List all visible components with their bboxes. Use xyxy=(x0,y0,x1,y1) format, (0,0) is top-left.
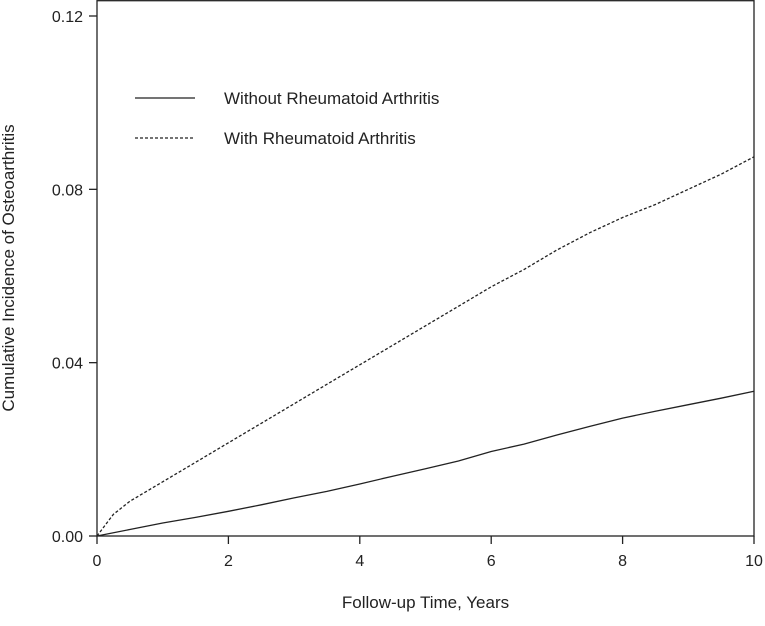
x-axis-title: Follow-up Time, Years xyxy=(342,593,509,612)
x-tick-label: 2 xyxy=(224,553,233,570)
y-axis-title: Cumulative Incidence of Osteoarthritis xyxy=(0,124,18,411)
without-ra-series-line xyxy=(96,390,755,537)
x-axis: 0 2 4 6 8 10 xyxy=(93,536,763,570)
series-group xyxy=(96,156,755,537)
x-tick-label: 6 xyxy=(487,553,496,570)
x-tick-label: 4 xyxy=(355,553,364,570)
plot-frame xyxy=(96,0,755,537)
x-tick-label: 0 xyxy=(93,553,102,570)
legend-label: With Rheumatoid Arthritis xyxy=(224,129,416,148)
y-tick-label: 0.04 xyxy=(52,356,83,373)
y-tick-label: 0.00 xyxy=(52,529,83,546)
with-ra-series-line xyxy=(96,156,755,537)
legend: Without Rheumatoid Arthritis With Rheumat… xyxy=(135,89,439,148)
y-tick-label: 0.12 xyxy=(52,9,83,26)
x-tick-label: 10 xyxy=(745,553,763,570)
x-tick-label: 8 xyxy=(618,553,627,570)
y-axis: 0.00 0.04 0.08 0.12 xyxy=(52,9,97,546)
legend-label: Without Rheumatoid Arthritis xyxy=(224,89,439,108)
y-tick-label: 0.08 xyxy=(52,182,83,199)
